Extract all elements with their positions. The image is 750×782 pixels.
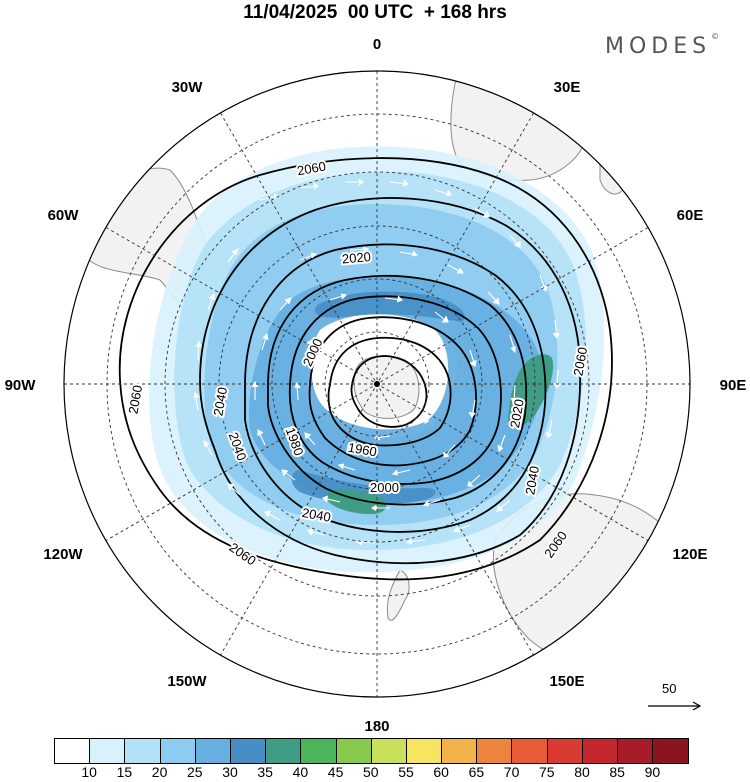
lon-label-120e: 120E [672, 546, 707, 563]
colorbar [54, 738, 690, 764]
antarctica-land [353, 355, 420, 419]
colorbar-cell [301, 739, 337, 763]
contour-1940 [350, 355, 428, 428]
contour-label: 2000 [370, 480, 399, 495]
map-border [63, 70, 691, 698]
contour-label: 2040 [210, 386, 230, 417]
reference-vector-label: 50 [662, 681, 677, 696]
colorbar-tick-label: 65 [468, 764, 485, 780]
colorbar-tick-label: 50 [363, 764, 379, 780]
colorbar-cell [90, 739, 126, 763]
colorbar-cell [55, 739, 91, 763]
colorbar-tick-label: 85 [609, 764, 625, 780]
contour-label: 2020 [507, 398, 527, 429]
colorbar-cell [125, 739, 161, 763]
new-zealand-land [386, 569, 410, 621]
colorbar-cell [618, 739, 654, 763]
lon-label-180: 180 [364, 718, 389, 735]
pole-marker [374, 381, 380, 387]
colorbar-ticks: 10 15 20 25 30 35 40 45 50 55 60 65 70 75 80 85 90 [0, 764, 750, 782]
height-contours [118, 157, 613, 581]
map-title: 11/04/2025 00 UTC + 168 hrs [243, 2, 507, 23]
contour-2020 [244, 243, 547, 533]
colorbar-tick-label: 90 [644, 764, 661, 780]
colorbar-cell [512, 739, 548, 763]
colorbar-tick-label: 75 [539, 764, 555, 780]
colorbar-cell [266, 739, 302, 763]
lon-label-30w: 30W [172, 79, 204, 96]
colorbar-cell [230, 739, 267, 763]
contour-label: 2040 [301, 505, 332, 525]
brand-logo: MODES© [605, 32, 720, 59]
contour-label: 2060 [125, 384, 145, 415]
colorbar-cell [477, 739, 513, 763]
lon-label-90e: 90E [720, 377, 747, 394]
polar-map: 2060 2020 2000 2060 2040 2060 1980 1960 … [5, 36, 747, 735]
colorbar-cell [582, 739, 618, 763]
contour-label: 1960 [347, 440, 378, 460]
colorbar-cell [195, 739, 231, 763]
colorbar-tick-label: 15 [116, 764, 133, 780]
colorbar-tick-label: 25 [187, 764, 203, 780]
contour-label: 2060 [570, 346, 590, 377]
brand-name: MODES [605, 34, 712, 59]
colorbar-cell [547, 739, 583, 763]
colorbar-cell [406, 739, 443, 763]
colorbar-tick-label: 10 [81, 764, 97, 780]
reference-vector-arrow [648, 701, 702, 711]
lon-label-120w: 120W [43, 546, 83, 563]
colorbar-tick-label: 60 [433, 764, 449, 780]
colorbar-tick-label: 40 [292, 764, 309, 780]
colorbar-tick-label: 35 [257, 764, 273, 780]
colorbar-cell [653, 739, 689, 763]
contour-label: 2040 [522, 465, 542, 496]
contour-1980 [308, 316, 477, 467]
colorbar-cell [371, 739, 407, 763]
colorbar-tick-label: 45 [327, 764, 344, 780]
contour-2060-outer [118, 157, 613, 581]
lon-label-60e: 60E [677, 207, 704, 224]
wind-vectors [193, 178, 561, 546]
colorbar-tick-label: 30 [222, 764, 238, 780]
lon-label-30e: 30E [554, 79, 581, 96]
contour-2000 [267, 275, 528, 506]
contour-1990 [288, 295, 502, 485]
lon-label-0: 0 [373, 36, 381, 53]
lon-label-90w: 90W [5, 377, 37, 394]
colorbar-tick-label: 55 [398, 764, 414, 780]
colorbar-cell [160, 739, 196, 763]
lon-label-60w: 60W [48, 207, 80, 224]
colorbar-tick-label: 80 [574, 764, 590, 780]
contour-2040 [199, 197, 581, 565]
brand-mark: © [711, 32, 720, 41]
colorbar-cell [336, 739, 372, 763]
contour-label: 2020 [341, 249, 371, 266]
colorbar-cell [442, 739, 478, 763]
lon-label-150w: 150W [167, 673, 207, 690]
colorbar-tick-label: 20 [151, 764, 168, 780]
contour-1960 [327, 336, 452, 447]
contour-label: 2060 [296, 159, 327, 179]
colorbar-tick-label: 70 [503, 764, 520, 780]
lon-label-150e: 150E [549, 673, 584, 690]
